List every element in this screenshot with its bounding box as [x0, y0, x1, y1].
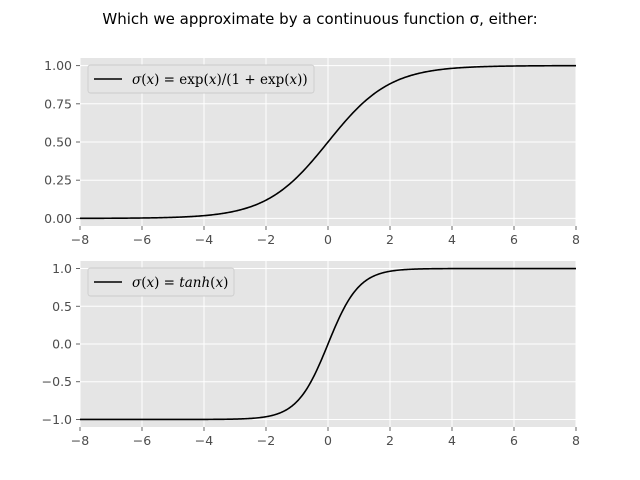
y-tick-label: 1.00 [44, 58, 72, 73]
x-tick-label: −4 [195, 232, 213, 247]
x-tick-label: −2 [257, 433, 275, 448]
x-tick-label: −8 [71, 232, 89, 247]
y-tick-label: 0.50 [44, 135, 72, 150]
sigmoid-subplot: −8 −6 −4 −2 0 2 4 6 8 0.00 0.25 0.50 0.75 1.00 σ(x) = … [44, 58, 580, 247]
x-tick-label: −2 [257, 232, 275, 247]
x-tick-label: 2 [386, 232, 394, 247]
legend: σ(x) = exp(x)/(1 + exp(x)) [87, 64, 315, 94]
y-tick-label: −1.0 [42, 412, 72, 427]
legend-entry: σ(x) = exp(x)/(1 + exp(x)) [132, 72, 308, 88]
x-tick-label: 4 [448, 232, 456, 247]
x-tick-label: 2 [386, 433, 394, 448]
sigmoid-curve [79, 64, 577, 220]
legend-frame [87, 267, 235, 297]
figure-suptitle: Which we approximate by a continuous fun… [102, 10, 537, 28]
legend: σ(x) = tanh(x) [87, 267, 235, 297]
y-tick-label: 1.0 [52, 261, 72, 276]
x-tick-label: −6 [133, 232, 151, 247]
x-tick-label: −4 [195, 433, 213, 448]
tanh-curve [80, 267, 576, 421]
x-tick-label: 8 [572, 433, 580, 448]
y-tick-label: −0.5 [42, 374, 72, 389]
legend-frame [87, 64, 315, 94]
x-tick-label: 4 [448, 433, 456, 448]
x-tick-label: 6 [510, 232, 518, 247]
tanh-subplot: −8 −6 −4 −2 0 2 4 6 8 −1.0 −0.5 0.0 0.5 1.0 σ(x) = tan… [42, 261, 580, 448]
y-tick-label: 0.0 [52, 337, 72, 352]
x-tick-label: 8 [572, 232, 580, 247]
y-tick-label: 0.00 [44, 211, 72, 226]
x-tick-label: 6 [510, 433, 518, 448]
x-tick-label: 0 [324, 433, 332, 448]
x-tick-label: −6 [133, 433, 151, 448]
x-tick-label: −8 [71, 433, 89, 448]
x-tick-label: 0 [324, 232, 332, 247]
legend-entry: σ(x) = tanh(x) [132, 275, 228, 291]
y-tick-label: 0.5 [52, 299, 72, 314]
y-tick-label: 0.25 [44, 173, 72, 188]
y-tick-label: 0.75 [44, 96, 72, 111]
